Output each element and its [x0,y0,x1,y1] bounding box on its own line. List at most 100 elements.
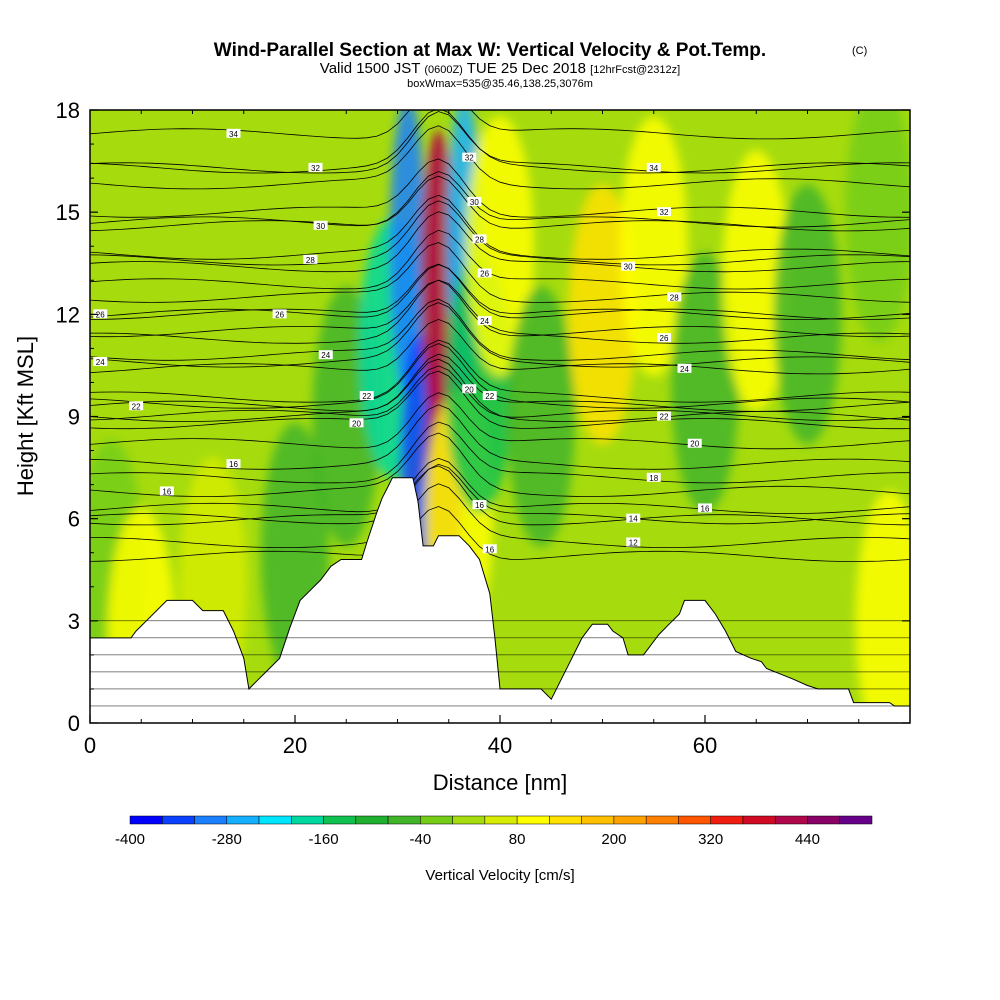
colorbar-swatch-0 [129,815,163,825]
svg-text:30: 30 [316,222,325,231]
theta-isoline-13 [90,229,910,290]
theta-label-17: 24 [477,316,492,326]
theta-isoline-16 [90,298,910,361]
colorbar-swatch-11 [484,815,518,825]
svg-text:20: 20 [690,440,699,449]
theta-isoline-7 [90,211,910,273]
svg-text:32: 32 [311,164,320,173]
svg-text:26: 26 [660,334,669,343]
y-tick-label-3: 9 [68,405,80,430]
theta-label-31: 16 [698,503,712,513]
theta-label-9: 28 [472,234,487,244]
x-tick-label-3: 60 [693,733,717,758]
y-tick-label-6: 18 [56,98,80,123]
theta-label-4: 32 [657,207,671,217]
theta-isoline-24 [90,365,910,421]
svg-text:22: 22 [362,392,371,401]
y-tick-label-2: 6 [68,507,80,532]
theta-label-6: 30 [467,196,482,207]
theta-label-26: 18 [646,472,661,483]
y-tick-label-5: 15 [56,200,80,225]
theta-label-14: 26 [657,333,671,343]
colorbar-tick-label-0: -400 [115,831,145,848]
theta-isoline-23 [90,370,910,430]
colorbar-swatch-10 [452,815,486,825]
theta-label-0: 34 [226,128,241,139]
svg-text:28: 28 [306,256,315,265]
theta-label-19: 22 [129,401,144,411]
svg-text:30: 30 [470,198,479,207]
svg-text:18: 18 [649,474,658,483]
w-field-sample-15 [568,184,637,445]
w-field-sample-20 [845,110,910,343]
svg-text:20: 20 [352,419,361,428]
svg-text:24: 24 [480,317,489,326]
theta-label-30: 16 [482,544,497,554]
w-field-sample-19 [773,184,842,445]
colorbar-swatch-22 [839,815,873,825]
theta-isoline-26 [90,421,910,484]
colorbar-swatch-14 [581,815,615,825]
x-tick-label-2: 40 [488,733,512,758]
colorbar-swatch-6 [323,815,357,825]
x-tick-label-1: 20 [283,733,307,758]
theta-isoline-32 [90,463,910,525]
theta-label-23: 20 [349,418,364,428]
theta-isoline-33 [90,483,910,548]
colorbar-swatch-13 [549,815,582,825]
colorbar-swatch-18 [710,815,744,825]
svg-text:14: 14 [629,515,638,524]
colorbar-swatch-15 [613,815,647,825]
svg-text:22: 22 [485,392,494,401]
chart-copyright: (C) [852,45,867,57]
w-field-sample-6 [389,110,426,397]
colorbar-swatch-16 [645,815,679,825]
theta-isoline-9 [90,194,910,260]
w-field-sample-18 [722,150,791,411]
theta-label-21: 22 [482,391,497,401]
theta-label-28: 16 [159,486,174,496]
theta-isoline-1 [90,111,910,174]
theta-label-10: 28 [667,292,682,302]
svg-text:28: 28 [475,235,484,244]
theta-isoline-10 [90,242,910,303]
theta-isoline-21 [90,343,910,409]
svg-text:20: 20 [465,385,474,394]
w-field-sample-21 [855,490,910,723]
colorbar-swatch-17 [678,815,711,825]
w-field-sample-13 [466,116,534,377]
colorbar-swatch-21 [807,815,840,825]
y-tick-label-0: 0 [68,711,80,736]
svg-text:22: 22 [660,413,669,422]
plot-area: 34 34 32 32 32 30 30 30 28 28 28 26 26 26 26 24 24 24 24 22… [90,110,910,723]
x-axis-label: Distance [nm] [433,770,568,795]
svg-text:26: 26 [480,269,489,278]
w-field-sample-14 [507,286,575,547]
theta-isoline-25 [90,392,910,450]
x-tick-label-0: 0 [84,733,96,758]
y-tick-label-4: 12 [56,302,80,327]
colorbar-swatch-20 [774,815,808,825]
theta-label-33: 12 [626,537,641,548]
theta-isoline-12 [90,264,910,320]
w-field-sample-16 [619,116,688,377]
colorbar-tick-label-5: 200 [601,831,626,848]
svg-text:24: 24 [96,358,105,367]
valid-prefix: Valid 1500 JST [320,60,420,77]
svg-text:16: 16 [701,504,710,513]
terrain [90,477,910,723]
y-axis-label: Height [Kft MSL] [13,336,38,496]
box-wmax: boxWmax=535@35.46,138.25,3076m [407,78,593,90]
svg-text:Wind-Parallel Section at Max W: Wind-Parallel Section at Max W: Vertical… [214,40,766,61]
colorbar-swatch-7 [355,815,389,825]
theta-label-12: 26 [272,309,287,319]
chart-title: Wind-Parallel Section at Max W: Vertical… [214,40,766,61]
theta-isoline-4 [90,158,910,218]
svg-text:12: 12 [629,539,638,548]
theta-label-7: 30 [621,261,636,272]
theta-label-22: 22 [657,411,671,422]
theta-isoline-3 [90,125,910,190]
svg-text:32: 32 [660,208,669,217]
theta-label-32: 14 [626,513,641,524]
